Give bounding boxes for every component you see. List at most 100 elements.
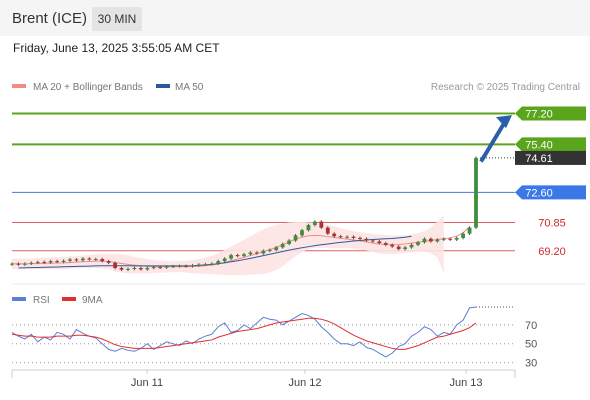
ma50-legend-swatch <box>156 84 170 88</box>
rsi-ma-legend-swatch <box>62 297 76 301</box>
candle-body <box>416 242 420 245</box>
candle-body <box>454 237 459 240</box>
candle-body <box>248 252 253 255</box>
candle-body <box>390 244 395 247</box>
rsi-legend-label: RSI <box>33 295 50 306</box>
candle-body <box>428 238 433 242</box>
candle-body <box>312 221 317 226</box>
ma50-legend-label: MA 50 <box>175 82 204 93</box>
candle-body <box>164 266 169 268</box>
candle-body <box>325 227 330 234</box>
candle-body <box>345 236 350 238</box>
forecast-arrow-head <box>496 115 512 129</box>
level-label-75-40: 75.40 <box>525 139 553 151</box>
candle-body <box>377 241 382 244</box>
timeframe-button[interactable]: 30 MIN <box>92 7 142 31</box>
candle-body <box>177 265 182 267</box>
candle-body <box>306 225 311 231</box>
candle-body <box>80 258 85 261</box>
candle-body <box>196 264 201 266</box>
candle-body <box>61 260 66 262</box>
level-label-72-60: 72.60 <box>525 187 553 199</box>
candle-body <box>403 247 408 250</box>
candle-body <box>280 243 285 248</box>
x-tick-label: Jun 12 <box>288 377 321 389</box>
candle-body <box>100 259 105 262</box>
candle-body <box>216 261 221 264</box>
last-price-label: 74.61 <box>525 153 553 165</box>
ma20-legend-label: MA 20 + Bollinger Bands <box>33 82 143 93</box>
candle-body <box>87 258 92 260</box>
ma20-legend-swatch <box>12 84 26 88</box>
candle-body <box>55 261 60 263</box>
last-price-tag <box>515 150 586 165</box>
candle-body <box>22 263 27 265</box>
candle-body <box>93 259 98 261</box>
candle-body <box>242 254 246 256</box>
candle-body <box>370 240 375 242</box>
candle-body <box>293 235 298 241</box>
bollinger-band <box>12 214 444 276</box>
candle-body <box>274 247 279 250</box>
candle-body <box>364 238 369 241</box>
candle-body <box>422 238 427 243</box>
candle-body <box>145 267 150 270</box>
level-tag-72-60 <box>515 185 586 200</box>
level-label-70-85: 70.85 <box>538 217 566 229</box>
candle-body <box>319 221 324 228</box>
x-tick-label: Jun 13 <box>449 377 482 389</box>
rsi-tick-label: 30 <box>525 358 537 370</box>
candle-body <box>229 255 234 259</box>
candle-body <box>209 263 214 265</box>
candle-body <box>351 236 356 238</box>
candle-body <box>48 261 53 263</box>
candle-body <box>106 261 111 263</box>
level-tag-75-40 <box>515 137 586 152</box>
candle-body <box>261 250 266 254</box>
candle-body <box>267 249 272 251</box>
symbol-title: Brent (ICE) <box>12 10 88 27</box>
level-label-69-20: 69.20 <box>538 246 566 258</box>
candle-body <box>441 238 446 240</box>
candle-body <box>222 258 227 262</box>
candle-body <box>203 264 208 266</box>
candle-body <box>409 244 414 248</box>
candle-body <box>287 240 292 244</box>
candle-body <box>35 261 40 263</box>
candle-body <box>338 236 343 238</box>
candle-body <box>467 227 472 234</box>
candle-body <box>190 265 195 267</box>
candle-body <box>119 267 124 270</box>
candle-body <box>158 267 163 269</box>
research-credit: Research © 2025 Trading Central <box>431 82 580 93</box>
candle-body <box>10 263 14 265</box>
candle-body <box>132 267 137 269</box>
rsi-ma-line <box>11 317 477 350</box>
candle-body <box>16 263 21 265</box>
candle-body <box>396 246 401 250</box>
candle-body <box>74 259 79 261</box>
candle-body <box>138 267 143 270</box>
level-tag-77-20 <box>515 106 586 121</box>
ma20-line <box>11 226 470 268</box>
candle-body <box>42 261 47 263</box>
rsi-tick-label: 50 <box>525 339 537 351</box>
rsi-legend-swatch <box>12 297 26 301</box>
level-label-77-20: 77.20 <box>525 108 553 120</box>
forecast-arrow <box>479 119 508 163</box>
candle-body <box>300 230 304 236</box>
candle-body <box>358 237 362 239</box>
candle-body <box>332 233 337 237</box>
chart-header: Brent (ICE) 30 MIN <box>0 0 590 36</box>
candle-body <box>448 238 453 240</box>
candle-body <box>435 239 440 242</box>
candle-body <box>126 268 130 270</box>
chart-datetime: Friday, June 13, 2025 3:55:05 AM CET <box>13 41 220 55</box>
candle-body <box>29 262 34 264</box>
candle-body <box>254 252 259 254</box>
candle-body <box>474 157 478 228</box>
ma50-line <box>18 235 412 269</box>
rsi-tick-label: 70 <box>525 320 537 332</box>
candle-body <box>113 262 118 268</box>
